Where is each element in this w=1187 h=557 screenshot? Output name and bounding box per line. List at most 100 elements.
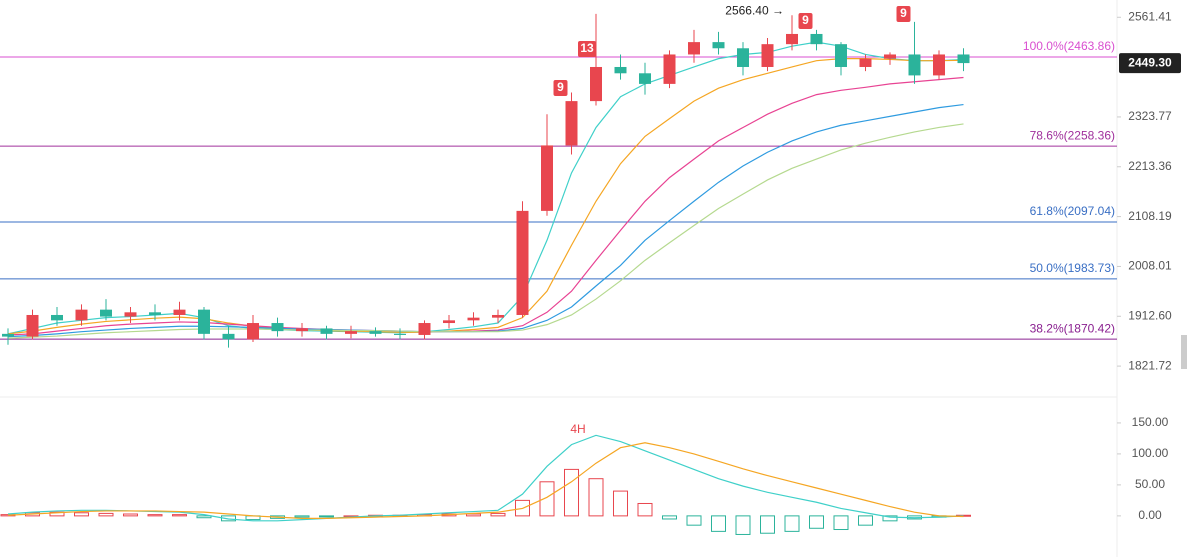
- macd-line: [7, 434, 964, 522]
- y-tick-label: 2008.01: [1128, 259, 1172, 273]
- candle-body: [418, 323, 431, 335]
- y-tick-label: 2108.19: [1128, 209, 1172, 223]
- candle-body: [467, 317, 480, 321]
- candle-body: [198, 309, 210, 334]
- high-annotation: 2566.40 →: [725, 3, 784, 17]
- macd-bar: [809, 515, 824, 529]
- moving-average: [7, 58, 964, 335]
- macd-bar: [172, 514, 187, 517]
- candle-body: [810, 33, 823, 45]
- marker-box: [578, 41, 596, 57]
- macd-bar: [319, 515, 334, 518]
- candle-body: [786, 33, 798, 45]
- fib-label: 100.0%(2463.86): [1023, 39, 1115, 53]
- candle-body: [516, 210, 529, 315]
- macd-bar: [147, 514, 163, 517]
- candle-body: [957, 54, 970, 64]
- macd-bar: [196, 515, 212, 519]
- last-price-tag: [1119, 53, 1181, 74]
- candle-body: [492, 314, 504, 318]
- candle-body: [296, 328, 308, 332]
- macd-bar: [637, 502, 653, 517]
- macd-line: [7, 442, 964, 519]
- candle-body: [394, 333, 406, 335]
- candle-body: [320, 328, 333, 334]
- candle-body: [345, 331, 357, 334]
- y-tick-label: 150.00: [1132, 415, 1169, 429]
- macd-bar: [221, 515, 236, 522]
- candle-body: [173, 309, 186, 315]
- candle-body: [247, 323, 259, 340]
- macd-bar: [98, 512, 114, 517]
- macd-bar: [711, 515, 726, 532]
- candle-body: [737, 48, 749, 67]
- macd-bar: [490, 512, 506, 517]
- moving-average: [7, 123, 964, 339]
- macd-bar: [833, 515, 849, 531]
- scroll-handle[interactable]: [1181, 335, 1187, 369]
- y-tick-label: 1912.60: [1128, 308, 1172, 322]
- candle-body: [443, 320, 455, 324]
- candle-body: [75, 309, 88, 321]
- fib-label: 50.0%(1983.73): [1030, 261, 1115, 275]
- macd-bar: [882, 515, 898, 522]
- fib-label: 78.6%(2258.36): [1030, 128, 1115, 142]
- macd-bar: [123, 513, 138, 517]
- macd-bar: [294, 515, 310, 518]
- candle-body: [100, 309, 112, 317]
- candle-body: [614, 66, 627, 74]
- y-tick-label: 2323.77: [1128, 109, 1172, 123]
- macd-bar: [858, 515, 873, 526]
- macd-bar: [613, 490, 628, 517]
- fib-label: 38.2%(1870.42): [1030, 321, 1115, 335]
- candle-body: [933, 54, 945, 76]
- marker-label: 9: [802, 13, 809, 27]
- marker-label: 9: [900, 6, 907, 20]
- marker-box: [896, 6, 911, 22]
- macd-bar: [760, 515, 775, 534]
- fib-label: 61.8%(2097.04): [1030, 204, 1115, 218]
- macd-bar: [686, 515, 702, 526]
- last-price-label: 2449.30: [1128, 55, 1172, 69]
- candle-body: [124, 312, 137, 317]
- candle-body: [835, 44, 847, 67]
- candle-body: [908, 54, 921, 76]
- candle-body: [51, 314, 63, 321]
- candle-body: [761, 44, 774, 67]
- macd-bar: [539, 481, 555, 517]
- candle-body: [859, 58, 872, 67]
- y-tick-label: 2561.41: [1128, 9, 1172, 23]
- macd-bar: [784, 515, 800, 532]
- candle-body: [222, 333, 235, 340]
- candle-body: [26, 314, 39, 337]
- candle-body: [565, 101, 578, 146]
- candle-body: [149, 312, 161, 315]
- y-tick-label: 50.00: [1135, 477, 1165, 491]
- marker-label: 9: [557, 80, 564, 94]
- y-tick-label: 100.00: [1132, 446, 1169, 460]
- candle-body: [639, 73, 651, 84]
- marker-label: 13: [580, 41, 594, 55]
- macd-bar: [564, 468, 579, 517]
- y-tick-label: 2213.36: [1128, 159, 1172, 173]
- candle-body: [590, 66, 602, 102]
- y-tick-label: 1821.72: [1128, 358, 1172, 372]
- marker-box: [798, 13, 813, 29]
- macd-bar: [49, 511, 65, 517]
- candle-body: [712, 42, 725, 49]
- candle-body: [541, 145, 553, 211]
- candle-body: [663, 54, 676, 84]
- moving-average: [7, 76, 964, 336]
- candle-body: [884, 54, 896, 59]
- macd-bar: [662, 515, 677, 520]
- candle-body: [369, 331, 382, 334]
- macd-bar: [74, 512, 89, 517]
- macd-bar: [735, 515, 751, 535]
- indicator-title: 4H: [570, 422, 585, 436]
- macd-bar: [588, 478, 604, 517]
- marker-box: [553, 80, 568, 96]
- candle-body: [2, 333, 14, 337]
- candle-body: [688, 42, 700, 55]
- candle-body: [271, 323, 284, 332]
- moving-average: [7, 41, 964, 335]
